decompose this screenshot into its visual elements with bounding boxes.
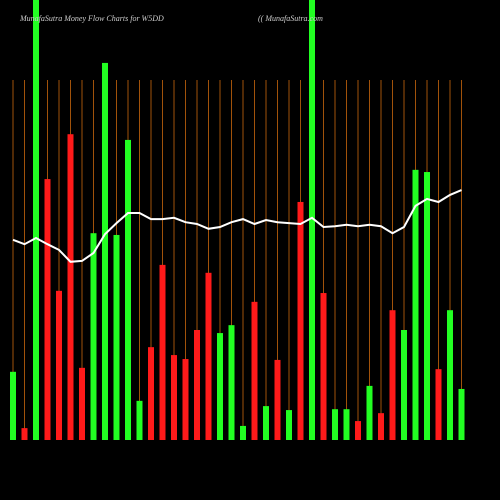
bar	[286, 410, 292, 440]
bar	[378, 413, 384, 440]
bar	[102, 62, 108, 441]
bar	[90, 233, 97, 440]
bar	[412, 169, 419, 440]
bar	[136, 400, 143, 440]
bars	[10, 0, 465, 441]
money-flow-line	[12, 189, 462, 263]
chart-title: MunafaSutra Money Flow Charts for W5DD	[19, 14, 164, 23]
bar	[67, 134, 74, 440]
bar	[10, 371, 16, 440]
bar	[148, 347, 154, 440]
bar	[458, 388, 465, 440]
bar	[171, 355, 177, 440]
bar	[79, 367, 85, 440]
bar	[44, 179, 51, 440]
bar	[205, 272, 212, 440]
bar	[343, 409, 350, 440]
bar	[56, 290, 62, 440]
bar	[263, 406, 269, 440]
bar	[194, 330, 200, 440]
bar	[401, 330, 407, 440]
bar	[21, 428, 28, 440]
bar	[240, 425, 246, 440]
bar	[228, 325, 235, 440]
chart-subtitle: (( MunafaSutra.com	[258, 14, 323, 23]
bar	[332, 409, 338, 440]
bar	[366, 385, 373, 440]
bar	[113, 234, 120, 440]
bar	[435, 369, 442, 440]
bar	[320, 293, 327, 440]
lines	[12, 189, 462, 263]
bar	[251, 301, 258, 440]
bar	[309, 0, 315, 440]
bar	[182, 359, 189, 440]
bar	[159, 264, 166, 440]
bar	[424, 172, 430, 441]
bar	[447, 310, 453, 440]
bar	[274, 359, 281, 440]
bar	[389, 310, 396, 440]
bar	[125, 139, 131, 441]
bar	[297, 201, 304, 440]
bar	[33, 0, 39, 440]
bar	[217, 333, 223, 440]
bar	[355, 421, 361, 440]
